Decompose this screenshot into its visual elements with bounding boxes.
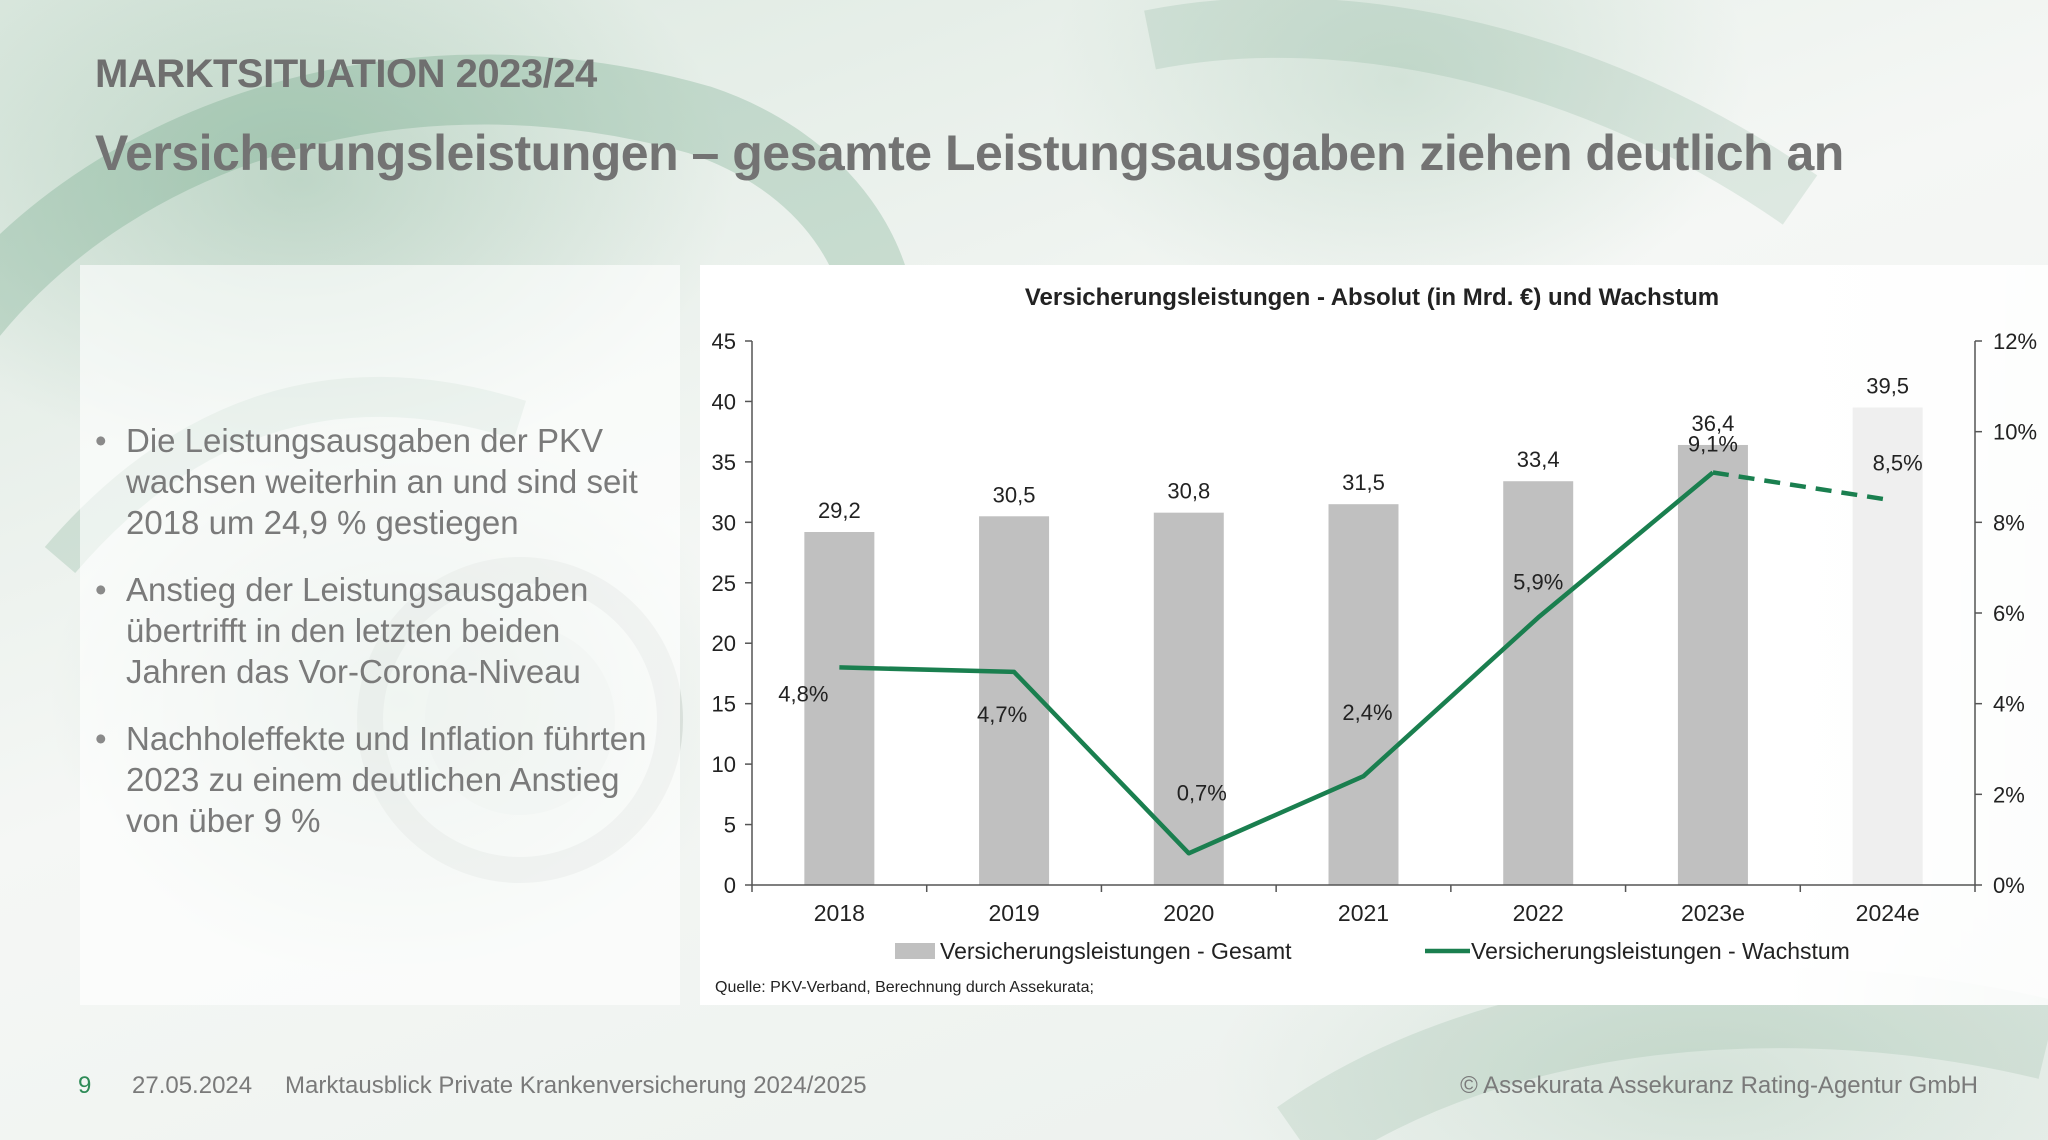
page-number: 9 [78,1072,92,1099]
bar-value-label: 39,5 [1866,373,1909,398]
y-right-tick-label: 10% [1993,420,2037,445]
x-tick-label: 2024e [1856,900,1920,926]
bullet-list: Die Leistungsausgaben der PKV wachsen we… [95,420,670,867]
footer-document-title: Marktausblick Private Krankenversicherun… [285,1072,867,1099]
x-tick-label: 2021 [1338,900,1389,926]
y-left-tick-label: 0 [724,873,736,898]
line-value-label: 2,4% [1342,700,1392,725]
footer-date: 27.05.2024 [132,1072,253,1099]
bar-2022 [1503,481,1574,885]
chart-source: Quelle: PKV-Verband, Berechnung durch As… [715,979,1094,996]
growth-line-estimate [1712,470,1888,502]
bar-value-label: 30,8 [1167,479,1210,504]
footer-copyright: © Assekurata Assekuranz Rating-Agentur G… [1460,1072,1978,1099]
legend-bar-swatch [895,943,935,959]
line-value-label: 4,7% [977,702,1027,727]
y-left-tick-label: 35 [712,450,736,475]
x-tick-label: 2018 [814,900,865,926]
y-left-tick-label: 5 [724,813,736,838]
y-right-tick-label: 0% [1993,873,2025,898]
bar-value-label: 36,4 [1692,411,1735,436]
bar-2024e [1852,407,1923,885]
bar-2019 [979,516,1050,885]
y-left-tick-label: 25 [712,571,736,596]
bar-2021 [1328,504,1399,885]
bullet-item: Nachholeffekte und Inflation führten 202… [95,718,670,841]
y-right-tick-label: 6% [1993,601,2025,626]
bar-value-label: 31,5 [1342,470,1385,495]
y-left-tick-label: 20 [712,631,736,656]
legend-bar-label: Versicherungsleistungen - Gesamt [940,938,1292,964]
bar-2020 [1153,512,1224,885]
y-left-tick-label: 30 [712,510,736,535]
line-value-label: 9,1% [1688,431,1738,456]
y-left-tick-label: 10 [712,752,736,777]
bullet-item: Die Leistungsausgaben der PKV wachsen we… [95,420,670,543]
bar-2023e [1677,444,1748,885]
line-value-label: 5,9% [1513,570,1563,595]
y-right-tick-label: 8% [1993,510,2025,535]
bar-value-label: 33,4 [1517,447,1560,472]
y-left-tick-label: 15 [712,692,736,717]
line-value-label: 0,7% [1177,780,1227,805]
y-left-tick-label: 40 [712,389,736,414]
line-value-label: 4,8% [778,681,828,706]
chart-title: Versicherungsleistungen - Absolut (in Mr… [1025,284,1719,311]
x-tick-label: 2020 [1163,900,1214,926]
bar-2018 [804,532,875,885]
legend-line-label: Versicherungsleistungen - Wachstum [1471,938,1850,964]
y-left-tick-label: 45 [712,329,736,354]
y-right-tick-label: 2% [1993,782,2025,807]
x-tick-label: 2022 [1513,900,1564,926]
bar-value-label: 29,2 [818,498,861,523]
line-value-label: 8,5% [1873,451,1923,476]
y-right-tick-label: 4% [1993,692,2025,717]
slide-title: Versicherungsleistungen – gesamte Leistu… [95,125,1844,181]
slide-kicker: MARKTSITUATION 2023/24 [95,52,597,96]
x-tick-label: 2019 [988,900,1039,926]
y-right-tick-label: 12% [1993,329,2037,354]
bullet-item: Anstieg der Leistungsausgaben übertrifft… [95,569,670,692]
x-tick-label: 2023e [1681,900,1745,926]
bar-value-label: 30,5 [993,482,1036,507]
growth-line [839,470,1715,856]
